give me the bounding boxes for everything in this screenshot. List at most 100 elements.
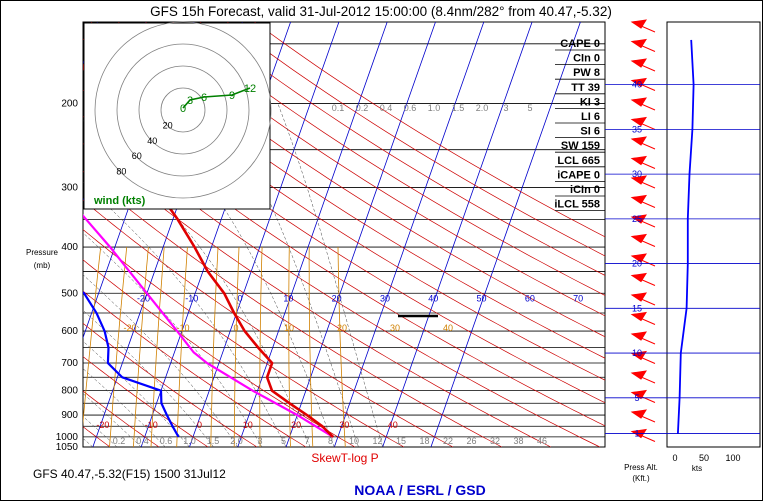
chart-title: GFS 15h Forecast, valid 31-Jul-2012 15:0… (150, 4, 612, 19)
wind-barb (630, 19, 656, 33)
hodograph-ring-label: 40 (147, 136, 157, 146)
pressure-tick-label: 800 (61, 386, 78, 397)
adiabat-label: -10 (145, 420, 158, 430)
mixing-ratio-label: 32 (490, 436, 500, 446)
mixing-ratio-label: 1.0 (183, 436, 196, 446)
mixing-ratio-line (83, 246, 102, 427)
mixing-ratio-label: 0.4 (136, 436, 149, 446)
mixing-ratio-line (233, 246, 240, 447)
isotherm-label: 30 (380, 293, 390, 303)
wind-barb (630, 77, 656, 91)
hodograph-point-label: 0 (180, 103, 186, 115)
adiabat-label: 20 (291, 420, 301, 430)
height-tick-label: 1 (634, 429, 639, 439)
pressure-tick-label: 500 (61, 288, 78, 299)
mixing-ratio-label: 15 (396, 436, 406, 446)
theta-label: -10 (176, 323, 189, 333)
hodograph-point-label: 9 (229, 90, 235, 102)
dry-adiabat (145, 22, 605, 317)
dry-adiabat (0, 14, 61, 447)
hodograph-ring (138, 65, 228, 155)
dry-adiabat (199, 22, 605, 276)
index-icin: iCIn 0 (570, 184, 600, 196)
pressure-axis-label: Pressure (26, 248, 59, 257)
moist-adiabat (83, 340, 190, 447)
adiabat-label: 30 (339, 420, 349, 430)
dry-adiabat (83, 390, 160, 447)
mixing-ratio-label: 5 (527, 103, 532, 113)
skewt-label: SkewT-log P (311, 451, 378, 465)
mixing-ratio-label: 0.2 (356, 103, 369, 113)
mixing-ratio-label: 38 (513, 436, 523, 446)
mixing-ratio-label: 46 (537, 436, 547, 446)
mixing-ratio-line (337, 246, 346, 447)
pressure-tick-label: 1050 (56, 442, 79, 453)
moist-adiabat (141, 103, 335, 447)
height-tick-label: 25 (632, 214, 642, 224)
mixing-ratio-label: 5 (281, 436, 286, 446)
wind-barb (630, 175, 656, 189)
theta-label: 30 (390, 323, 400, 333)
parcel-trace (83, 214, 334, 438)
index-tt: TT 39 (571, 82, 600, 94)
index-pw: PW 8 (573, 67, 600, 79)
moist-adiabat (83, 438, 93, 447)
hodograph-label: wind (kts) (93, 195, 146, 207)
moist-adiabat (83, 309, 214, 447)
mixing-ratio-label: 0.6 (404, 103, 417, 113)
pressure-tick-label: 300 (61, 182, 78, 193)
mixing-ratio-label: 3 (503, 103, 508, 113)
isotherm (0, 22, 1, 447)
mixing-ratio-label: 0.6 (160, 436, 173, 446)
isotherm-label: -20 (137, 293, 150, 303)
isotherm-label: 20 (332, 293, 342, 303)
wind-barb (630, 409, 656, 423)
wind-barb (630, 136, 656, 150)
index-li: LI 6 (581, 111, 600, 123)
adiabat-label: -40 (0, 420, 13, 430)
dry-adiabat (83, 229, 405, 447)
height-tick-label: 5 (634, 393, 639, 403)
wind-barb (630, 370, 656, 384)
mixing-ratio-line (210, 246, 219, 447)
isotherm (333, 22, 485, 447)
mixing-ratio-label: 1.5 (452, 103, 465, 113)
isotherm (430, 22, 581, 447)
theta-label: 20 (337, 323, 347, 333)
stability-indices: CAPE 0 CIn 0 PW 8 TT 39 KI 3 LI 6 SI 6 SW 159 LC… (554, 38, 605, 212)
footer-station: GFS 40.47,-5.32(F15) 1500 31Jul12 (33, 467, 226, 481)
mixing-ratio-line (109, 246, 128, 447)
height-tick-label: 35 (632, 124, 642, 134)
isotherm-label: 50 (477, 293, 487, 303)
dry-adiabat (83, 199, 454, 447)
press-alt-label: Press Alt. (624, 463, 658, 472)
dry-adiabat (0, 14, 12, 447)
adiabat-label: 10 (243, 420, 253, 430)
pressure-tick-label: 700 (61, 358, 78, 369)
moist-adiabat (217, 103, 359, 447)
mixing-ratio-label: 10 (349, 436, 359, 446)
index-cin: CIn 0 (573, 53, 600, 65)
dry-adiabat (83, 290, 307, 447)
theta-label: 0 (233, 323, 238, 333)
adiabat-label: -30 (48, 420, 61, 430)
mixing-ratio-line (259, 246, 263, 447)
dry-adiabat (83, 259, 356, 447)
wind-barb (630, 311, 656, 325)
dewpoint-trace (83, 291, 180, 438)
wind-barb (630, 233, 656, 247)
mixing-ratio-line (0, 247, 19, 447)
kft-label: (Kft.) (632, 474, 650, 483)
theta-label: 40 (443, 323, 453, 333)
wind-barb (630, 331, 656, 345)
hodograph-ring-label: 80 (116, 167, 126, 177)
wind-barb (630, 272, 656, 286)
moist-adiabat (83, 232, 263, 447)
mixing-ratio-label: 7 (304, 436, 309, 446)
wind-barb (630, 97, 656, 111)
hodograph-ring-label: 60 (132, 151, 142, 161)
hodograph-point-label: 12 (244, 83, 256, 95)
wind-barb (630, 38, 656, 52)
